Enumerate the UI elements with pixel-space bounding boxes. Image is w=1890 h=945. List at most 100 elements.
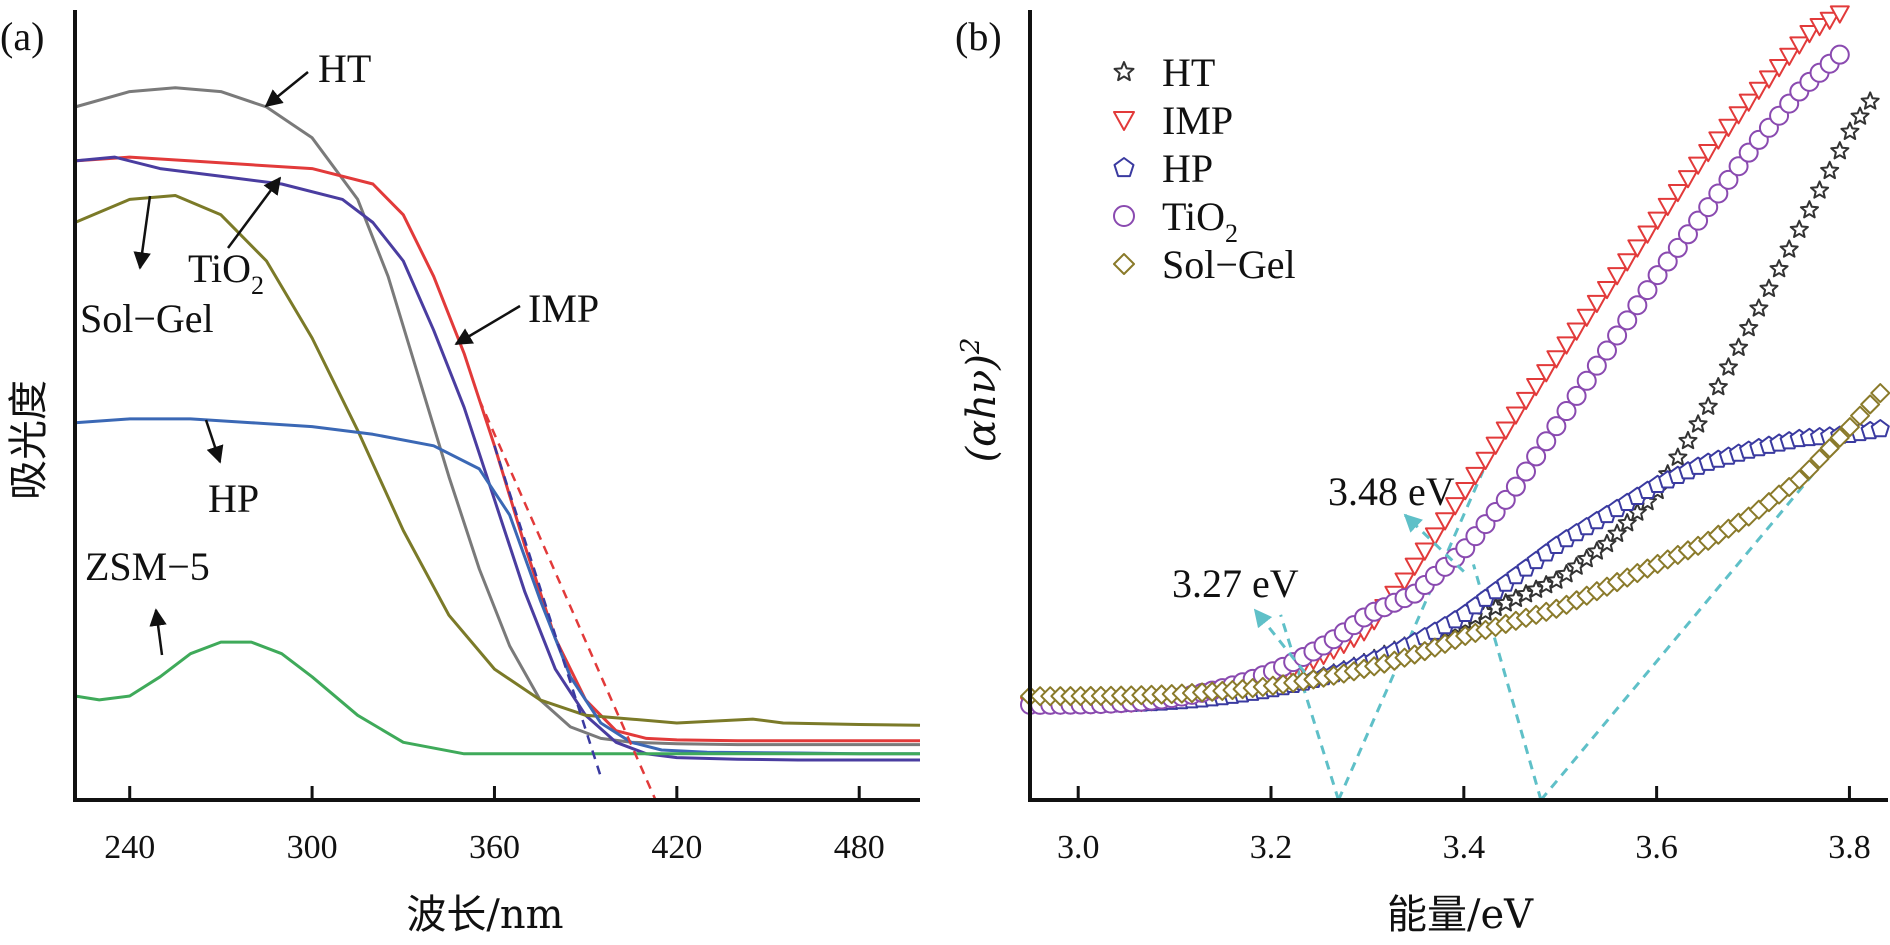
data-point <box>1576 308 1597 327</box>
data-point <box>1607 523 1627 542</box>
data-point <box>1586 355 1607 376</box>
x-tick-label: 240 <box>104 829 155 866</box>
series-line-zsm-5 <box>74 640 920 756</box>
data-point <box>1607 267 1628 286</box>
data-point <box>1698 197 1719 218</box>
data-point <box>1840 121 1860 140</box>
arrow-3-27-ev <box>1253 608 1306 674</box>
data-point <box>1667 183 1688 203</box>
data-point <box>1556 401 1577 422</box>
legend-marker <box>1113 111 1135 131</box>
data-point <box>1627 239 1648 258</box>
data-point <box>1759 278 1779 297</box>
data-point <box>1505 476 1526 497</box>
data-point <box>1566 322 1587 341</box>
series-line-imp <box>74 155 920 743</box>
panel-b-x-ticks: 3.0 3.2 3.4 3.6 3.8 <box>1057 786 1871 866</box>
annotation-ht-label: HT <box>318 46 371 91</box>
panel-b-tauc-plot: (b) 3.0 3.2 3.4 3.6 3.8 能量/eV (αhν)2 HTIMPHP… <box>955 5 1890 938</box>
legend-item-hp: HP <box>1113 146 1213 191</box>
annotation-hp-label: HP <box>208 476 259 521</box>
data-point <box>1739 318 1759 337</box>
arrow-3-48-ev <box>1403 513 1465 573</box>
data-point <box>1779 47 1800 66</box>
data-point <box>1708 131 1729 150</box>
x-tick-label: 3.8 <box>1828 829 1871 866</box>
data-point <box>1667 237 1688 258</box>
panel-a-x-ticks: 240 300 360 420 480 <box>104 786 885 866</box>
data-point <box>1688 210 1709 231</box>
data-point <box>1749 298 1769 317</box>
data-point <box>1748 81 1769 100</box>
data-point <box>1758 70 1779 89</box>
legend-label: TiO2 <box>1162 194 1238 248</box>
data-point <box>1526 446 1547 467</box>
data-point <box>1647 265 1668 286</box>
data-point <box>1637 225 1658 244</box>
data-point <box>1495 489 1516 510</box>
annotation-3-48-ev-label: 3.48 eV <box>1328 469 1455 514</box>
data-point <box>1647 211 1668 230</box>
data-point <box>1394 572 1415 591</box>
tangent-line-1 <box>1279 614 1340 801</box>
series-markers-imp <box>1020 5 1850 715</box>
annotation-imp-arrow <box>454 304 521 346</box>
data-point <box>1799 200 1819 219</box>
data-point <box>1414 542 1435 561</box>
data-point <box>1799 25 1820 44</box>
data-point <box>1627 295 1648 316</box>
data-point <box>1829 5 1850 24</box>
legend-item-ht: HT <box>1113 50 1215 95</box>
legend-item-imp: IMP <box>1113 98 1233 143</box>
panel-a-label: (a) <box>0 14 44 59</box>
x-tick-label: 480 <box>834 829 885 866</box>
data-point <box>1526 378 1547 397</box>
data-point <box>1404 557 1425 576</box>
data-point <box>1536 364 1557 383</box>
data-point <box>1475 451 1496 470</box>
data-point <box>1819 438 1840 459</box>
data-point <box>1779 239 1799 258</box>
annotation-zsm5: ZSM−5 <box>85 544 210 656</box>
data-point <box>1799 459 1820 480</box>
data-point <box>1566 385 1587 406</box>
data-point <box>1678 430 1698 450</box>
x-tick-label: 360 <box>469 829 520 866</box>
data-point <box>1850 405 1871 426</box>
legend-label: Sol−Gel <box>1162 242 1296 287</box>
data-point <box>1708 183 1729 204</box>
annotation-zsm5-label: ZSM−5 <box>85 544 210 589</box>
data-point <box>1556 336 1577 355</box>
data-point <box>1445 497 1466 516</box>
x-tick-label: 3.2 <box>1250 829 1293 866</box>
data-point <box>1617 253 1638 272</box>
data-point <box>1516 391 1536 411</box>
data-point <box>1809 448 1830 469</box>
panel-b-x-axis-title: 能量/eV <box>1387 892 1534 938</box>
data-point <box>1668 447 1688 466</box>
panel-b-label: (b) <box>955 14 1002 59</box>
panel-b-markers <box>1020 5 1890 715</box>
annotation-3-27-ev-label: 3.27 eV <box>1172 561 1299 606</box>
x-tick-label: 3.0 <box>1057 829 1100 866</box>
data-point <box>1809 18 1830 37</box>
annotation-3-27-ev: 3.27 eV <box>1172 561 1299 606</box>
data-point <box>1769 59 1790 78</box>
data-point <box>1465 466 1486 486</box>
data-point <box>1698 396 1718 415</box>
legend-marker <box>1113 205 1135 227</box>
legend-marker <box>1113 61 1135 82</box>
annotation-sol-gel-arrow <box>133 195 152 270</box>
data-point <box>1829 44 1850 65</box>
data-point <box>1708 377 1728 396</box>
data-point <box>1860 91 1880 110</box>
panel-a-x-axis-title: 波长/nm <box>406 892 563 938</box>
series-line-tio2 <box>74 155 920 762</box>
series-line-ht <box>74 86 920 747</box>
panel-b-annotation-arrows <box>1253 513 1465 674</box>
annotation-zsm5-arrow <box>149 608 167 656</box>
annotation-imp: IMP <box>454 286 599 346</box>
legend-marker <box>1113 253 1135 275</box>
data-point <box>1820 160 1840 180</box>
